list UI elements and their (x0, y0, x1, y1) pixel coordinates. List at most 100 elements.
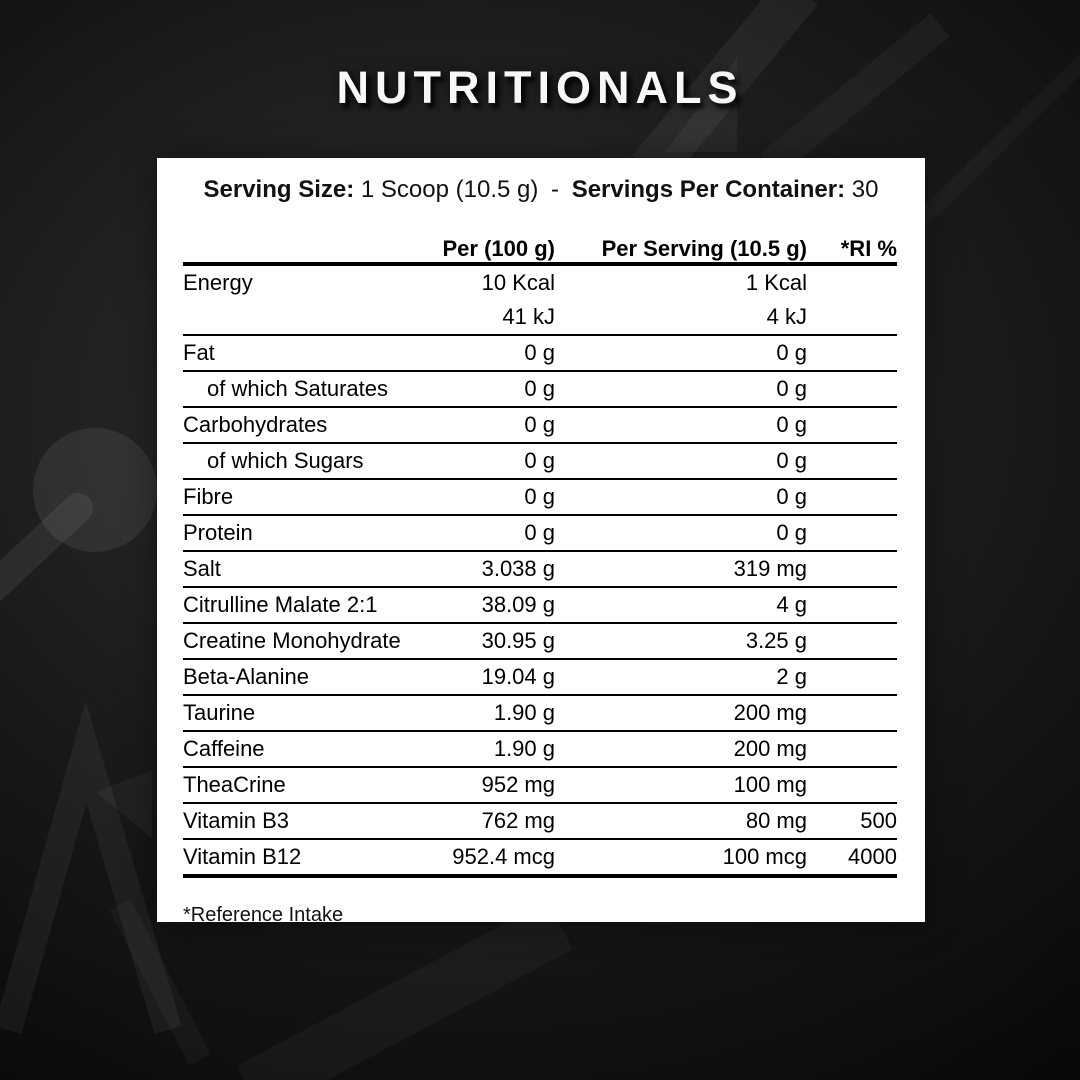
table-row: Caffeine 1.90 g 200 mg (183, 731, 897, 767)
nutrient-label: TheaCrine (183, 772, 286, 797)
separator-dash: - (551, 176, 560, 203)
nutrient-label: Energy (183, 270, 253, 295)
nutrient-label: Fibre (183, 484, 234, 509)
ri-percent-value (807, 731, 897, 767)
ri-percent-value (807, 515, 897, 551)
per-100g-value: 0 g (524, 412, 555, 437)
nutrition-table: Per (100 g) Per Serving (10.5 g) *RI % E… (183, 236, 897, 878)
nutrient-label: Carbohydrates (183, 412, 328, 437)
table-row: of which Sugars 0 g 0 g (183, 443, 897, 479)
per-serving-value: 1 Kcal (745, 270, 807, 295)
per-serving-value: 80 mg (745, 808, 807, 833)
ri-percent-value (807, 551, 897, 587)
nutrient-label: Caffeine (183, 736, 265, 761)
per-serving-value: 100 mcg (722, 844, 807, 869)
nutrient-label: of which Sugars (207, 448, 364, 473)
per-serving-column-header: Per Serving (10.5 g) (555, 236, 807, 266)
per-100g-value: 0 g (524, 520, 555, 545)
per-100g-value: 38.09 g (481, 592, 555, 617)
per-100g-value: 3.038 g (481, 556, 555, 581)
ri-percent-value (807, 300, 897, 335)
nutrient-label: Fat (183, 340, 215, 365)
ri-percent-value: 500 (860, 808, 897, 833)
per-serving-value: 0 g (776, 448, 807, 473)
servings-per-container-value: 30 (851, 176, 879, 203)
per-serving-value: 100 mg (733, 772, 807, 797)
reference-intake-footnote: *Reference Intake (183, 904, 344, 926)
per-100g-value: 41 kJ (502, 304, 555, 329)
ri-percent-value: 4000 (848, 844, 897, 869)
nutrition-facts-card: Serving Size: 1 Scoop (10.5 g) - Serving… (157, 158, 925, 926)
ri-percent-value (807, 623, 897, 659)
nutrient-label: Salt (183, 556, 221, 581)
per-100g-value: 762 mg (481, 808, 555, 833)
per-100g-value: 1.90 g (493, 700, 555, 725)
per-serving-value: 0 g (776, 376, 807, 401)
ri-percent-value (807, 264, 897, 300)
table-row: Fat 0 g 0 g (183, 335, 897, 371)
nutrient-label: Creatine Monohydrate (183, 628, 401, 653)
nutrient-label: Vitamin B12 (183, 844, 302, 869)
per-serving-value: 200 mg (733, 700, 807, 725)
per-serving-value: 2 g (776, 664, 807, 689)
table-row: Fibre 0 g 0 g (183, 479, 897, 515)
ri-percent-value (807, 443, 897, 479)
servings-per-container-label: Servings Per Container: (571, 176, 846, 203)
per-100g-column-header: Per (100 g) (403, 236, 555, 266)
per-100g-value: 0 g (524, 484, 555, 509)
serving-size-value: 1 Scoop (10.5 g) (360, 176, 539, 203)
nutrition-table-header: Per (100 g) Per Serving (10.5 g) *RI % (183, 236, 897, 266)
nutrient-label: Protein (183, 520, 253, 545)
nutrient-label: Beta-Alanine (183, 664, 309, 689)
ri-percent-value (807, 767, 897, 803)
table-row: Protein 0 g 0 g (183, 515, 897, 551)
table-row: Energy 10 Kcal 1 Kcal (183, 264, 897, 300)
nutrient-label (183, 300, 403, 335)
table-row: Citrulline Malate 2:1 38.09 g 4 g (183, 587, 897, 623)
nutrient-label: Citrulline Malate 2:1 (183, 592, 378, 617)
table-row: 41 kJ 4 kJ (183, 300, 897, 335)
per-100g-value: 1.90 g (493, 736, 555, 761)
table-row: Carbohydrates 0 g 0 g (183, 407, 897, 443)
per-serving-value: 3.25 g (745, 628, 807, 653)
ri-percent-value (807, 587, 897, 623)
table-row: Beta-Alanine 19.04 g 2 g (183, 659, 897, 695)
nutrient-column-header (183, 236, 403, 266)
per-100g-value: 0 g (524, 340, 555, 365)
per-serving-value: 0 g (776, 520, 807, 545)
serving-size-label: Serving Size: (203, 176, 355, 203)
per-serving-value: 0 g (776, 484, 807, 509)
per-100g-value: 0 g (524, 376, 555, 401)
ri-percent-column-header: *RI % (807, 236, 897, 266)
ri-percent-value (807, 371, 897, 407)
serving-info-line: Serving Size: 1 Scoop (10.5 g) - Serving… (157, 158, 925, 206)
table-row: Vitamin B12 952.4 mcg 100 mcg 4000 (183, 839, 897, 876)
table-row: Creatine Monohydrate 30.95 g 3.25 g (183, 623, 897, 659)
ri-percent-value (807, 479, 897, 515)
nutrient-label: Taurine (183, 700, 256, 725)
table-row: Vitamin B3 762 mg 80 mg 500 (183, 803, 897, 839)
per-serving-value: 200 mg (733, 736, 807, 761)
per-100g-value: 0 g (524, 448, 555, 473)
per-100g-value: 952.4 mcg (452, 844, 555, 869)
per-100g-value: 19.04 g (481, 664, 555, 689)
table-row: TheaCrine 952 mg 100 mg (183, 767, 897, 803)
table-row: of which Saturates 0 g 0 g (183, 371, 897, 407)
per-100g-value: 30.95 g (481, 628, 555, 653)
per-serving-value: 4 kJ (766, 304, 807, 329)
ri-percent-value (807, 407, 897, 443)
ri-percent-value (807, 695, 897, 731)
per-100g-value: 10 Kcal (481, 270, 555, 295)
page-title: NUTRITIONALS (336, 62, 744, 113)
ri-percent-value (807, 335, 897, 371)
nutrient-label: Vitamin B3 (183, 808, 289, 833)
table-row: Salt 3.038 g 319 mg (183, 551, 897, 587)
per-100g-value: 952 mg (481, 772, 555, 797)
ri-percent-value (807, 659, 897, 695)
table-row: Taurine 1.90 g 200 mg (183, 695, 897, 731)
per-serving-value: 319 mg (733, 556, 807, 581)
nutrient-label: of which Saturates (207, 376, 388, 401)
per-serving-value: 0 g (776, 412, 807, 437)
per-serving-value: 4 g (776, 592, 807, 617)
